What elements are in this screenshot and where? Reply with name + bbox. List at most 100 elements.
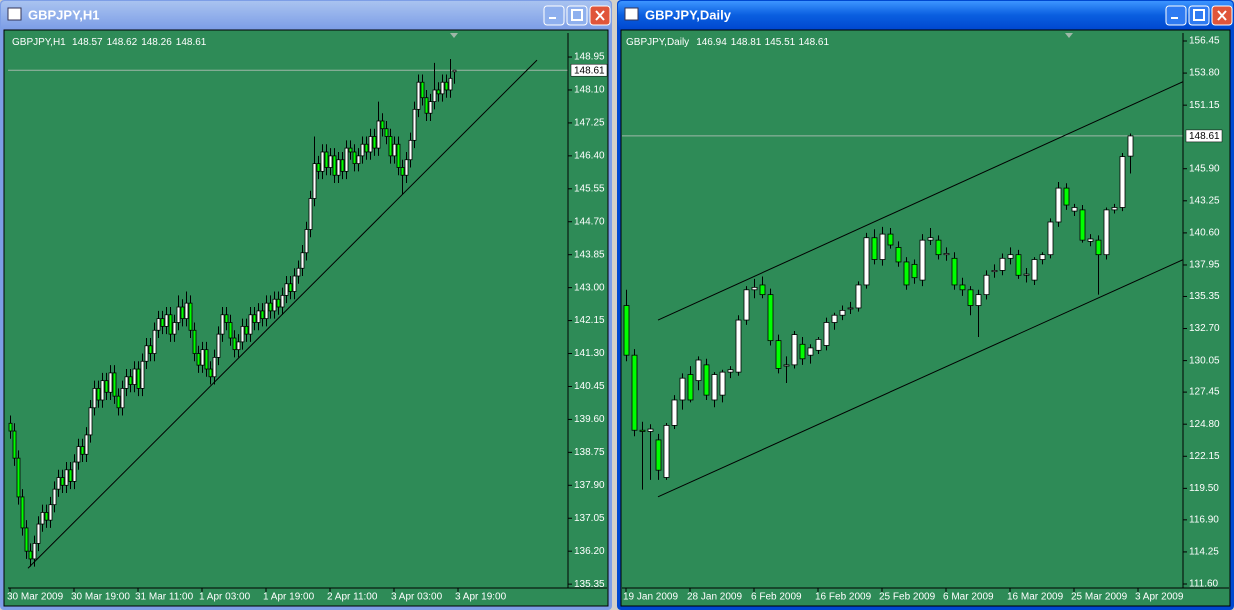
plot <box>8 58 568 569</box>
candle-body <box>751 286 758 291</box>
candle-body <box>815 339 822 351</box>
info-open: 148.57 <box>72 37 103 48</box>
candle-body <box>220 314 225 335</box>
y-tick-label: 132.70 <box>1189 323 1220 334</box>
candle-body <box>348 147 353 153</box>
chart-area <box>3 29 609 607</box>
candle-body <box>767 294 774 342</box>
candle-body <box>144 345 149 362</box>
candle-body <box>84 434 89 455</box>
x-tick-label: 19 Jan 2009 <box>623 592 678 603</box>
candle-body <box>352 151 357 165</box>
candle-body <box>280 294 285 308</box>
y-tick-label: 153.80 <box>1189 68 1220 79</box>
candle-body <box>136 368 141 389</box>
y-tick-label: 143.00 <box>574 282 605 293</box>
x-tick-label: 6 Feb 2009 <box>751 592 802 603</box>
info-low: 148.26 <box>141 37 172 48</box>
candle-body <box>384 128 389 137</box>
info-close: 148.61 <box>176 37 207 48</box>
candle-body <box>799 343 806 360</box>
candle-body <box>711 374 718 401</box>
candle-body <box>983 274 990 296</box>
candle-body <box>364 143 369 153</box>
window-title: GBPJPY,H1 <box>28 7 100 22</box>
candle-body <box>212 356 217 378</box>
maximize-button[interactable] <box>1188 5 1210 26</box>
y-tick-label: 143.25 <box>1189 195 1220 206</box>
price-label-box <box>570 63 608 77</box>
candle-body <box>264 302 269 320</box>
info-symbol: GBPJPY,Daily <box>626 37 689 48</box>
x-tick-label: 16 Mar 2009 <box>1007 592 1064 603</box>
candle-body <box>192 329 197 354</box>
candle-body <box>252 314 257 323</box>
candle-body <box>1007 254 1014 259</box>
candle-body <box>408 139 413 161</box>
candle-body <box>260 310 265 320</box>
y-tick-label: 124.80 <box>1189 419 1220 430</box>
candle-body <box>16 457 21 498</box>
y-tick-label: 137.05 <box>574 513 605 524</box>
candle-body <box>695 359 702 382</box>
candle-body <box>452 69 457 73</box>
info-open: 146.94 <box>696 37 727 48</box>
y-tick-label: 143.85 <box>574 249 605 260</box>
candle-body <box>1031 259 1038 281</box>
candle-body <box>396 143 401 168</box>
minimize-button[interactable] <box>543 5 565 26</box>
info-low: 145.51 <box>765 37 796 48</box>
button-glyph <box>595 10 605 21</box>
candle-body <box>184 302 189 320</box>
candle-body <box>72 461 77 482</box>
candle-body <box>32 543 37 560</box>
candle-body <box>759 284 766 296</box>
trendline <box>657 259 1183 498</box>
button-glyph <box>549 17 556 19</box>
candle-body <box>807 347 814 356</box>
candle-body <box>791 334 798 366</box>
candle-body <box>52 488 57 506</box>
candle-body <box>236 341 241 351</box>
x-tick-label: 30 Mar 2009 <box>7 592 64 603</box>
candle-body <box>28 550 33 560</box>
y-tick-label: 137.90 <box>574 480 605 491</box>
x-tick-label: 1 Apr 19:00 <box>263 592 315 603</box>
y-tick-label: 135.35 <box>574 579 605 590</box>
candle-body <box>276 298 281 308</box>
x-tick-label: 25 Feb 2009 <box>879 592 936 603</box>
x-tick-label: 31 Mar 11:00 <box>135 592 194 603</box>
candle-body <box>388 136 393 157</box>
chart-window: GBPJPY,H1 148.95 148.10 147.25 146.40 145.55 1… <box>0 0 612 610</box>
candle-body <box>88 407 93 436</box>
title-bar <box>618 1 1233 29</box>
trendline <box>657 81 1183 321</box>
candle-body <box>392 143 397 157</box>
candle-body <box>943 253 950 256</box>
candle-body <box>308 198 313 230</box>
y-tick-label: 140.45 <box>574 381 605 392</box>
candle-body <box>36 523 41 544</box>
candle-body <box>376 120 381 149</box>
candle-body <box>196 353 201 366</box>
candle-body <box>879 233 886 260</box>
y-tick-label: 136.20 <box>574 546 605 557</box>
minimize-button[interactable] <box>1165 5 1187 26</box>
plot <box>622 81 1183 498</box>
candle-body <box>444 81 449 91</box>
candle-body <box>156 318 161 331</box>
candle-body <box>300 252 305 269</box>
candle-body <box>887 233 894 246</box>
candle-body <box>68 469 73 482</box>
button-glyph <box>1193 9 1205 21</box>
y-tick-label: 141.30 <box>574 348 605 359</box>
maximize-button[interactable] <box>566 5 588 26</box>
candle-body <box>1119 156 1126 208</box>
candle-body <box>424 97 429 114</box>
candle-body <box>719 371 726 396</box>
candle-body <box>176 306 181 323</box>
candle-body <box>671 399 678 426</box>
candle-body <box>140 360 145 389</box>
candle-body <box>148 345 153 354</box>
candle-body <box>312 163 317 199</box>
